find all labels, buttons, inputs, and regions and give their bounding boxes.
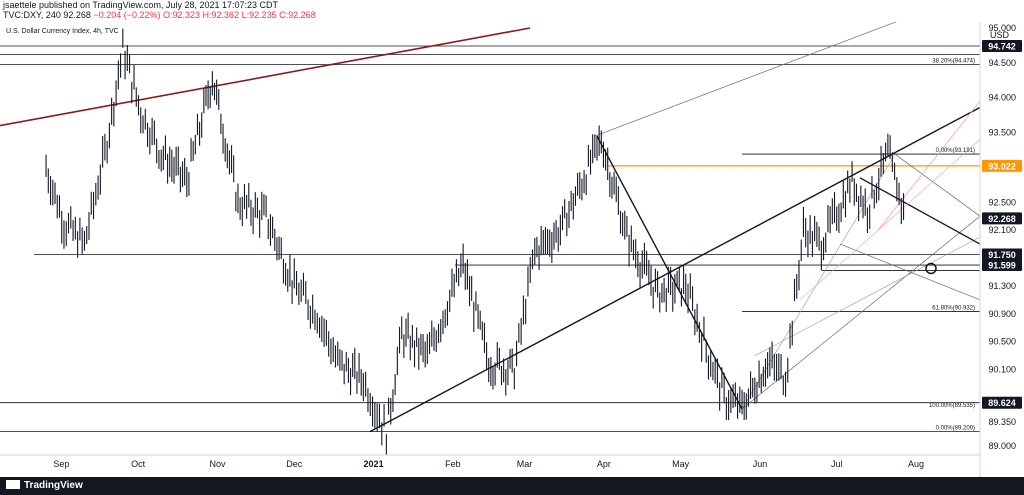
x-tick-label: Apr [597, 459, 611, 469]
price-tag-bg [982, 212, 1022, 225]
price-chart[interactable]: Sep Oct Nov Dec 2021 Feb Mar Apr May Jun Jul Aug 89… [0, 0, 1024, 477]
y-tick-label: 90.100 [988, 365, 1016, 375]
pink-trendline [877, 100, 981, 231]
fib-level-label: 61.80%(90.932) [932, 306, 975, 312]
price-tag-label: 91.599 [988, 261, 1016, 271]
price-tag-bg [982, 159, 1022, 172]
x-tick-label: Mar [517, 459, 533, 469]
chart-title: U.S. Dollar Currency Index, 4h, TVC [6, 28, 119, 35]
fib-labels: 38.20%(94.474) 0.00%(93.191) 61.80%(90.932… [929, 59, 975, 432]
fib-diagonal-line [894, 153, 981, 217]
price-tag-label: 94.742 [988, 41, 1016, 51]
x-tick-label: Jun [753, 459, 768, 469]
fib-level-label: 38.20%(94.474) [932, 59, 975, 65]
x-tick-label: Feb [445, 459, 461, 469]
pink-trendline-2 [799, 139, 981, 301]
price-tag-label: 93.022 [988, 161, 1016, 171]
y-tick-label: 93.500 [988, 128, 1016, 138]
footer-bar: TradingView [0, 477, 1024, 495]
symbol-line: TVC:DXY, 240 92.268 −0.204 (−0.22%) O:92… [3, 10, 316, 21]
pitchfork-lower-line [741, 215, 981, 410]
y-tick-label: 92.100 [988, 225, 1016, 235]
x-tick-label: Oct [131, 459, 146, 469]
x-tick-label: Aug [908, 459, 924, 469]
x-tick-label: Sep [53, 459, 69, 469]
price-tag: 94.742 [982, 39, 1022, 52]
price-series [45, 28, 905, 455]
price-tag-label: 92.268 [988, 214, 1016, 224]
author-line: jsaettele published on TradingView.com, … [3, 0, 279, 10]
y-tick-label: 89.350 [988, 417, 1016, 427]
price-tag: 89.624 [982, 396, 1022, 409]
ohlc-values: O:92.323 H:92.362 L:92.235 C:92.268 [163, 10, 316, 20]
symbol: TVC:DXY, 240 [3, 10, 61, 20]
price-tag-bg [982, 39, 1022, 52]
price-tag-bg [982, 248, 1022, 261]
x-axis: Sep Oct Nov Dec 2021 Feb Mar Apr May Jun Jul Aug [0, 454, 980, 469]
price-tag-bg [982, 259, 1022, 272]
price-tag-bg [982, 396, 1022, 409]
price-tag: 91.599 [982, 259, 1022, 272]
rising-trendline [369, 106, 981, 433]
fib-level-label: 0.00%(93.191) [936, 148, 975, 154]
x-tick-label: 2021 [364, 459, 384, 469]
y-tick-label: 91.300 [988, 281, 1016, 291]
falling-trendline [596, 135, 743, 410]
header: jsaettele published on TradingView.com, … [0, 0, 1024, 22]
y-tick-label: 90.500 [988, 337, 1016, 347]
price-tag: 91.750 [982, 248, 1022, 261]
price-tag-label: 89.624 [988, 398, 1016, 408]
lower-diagonal-line [839, 243, 981, 301]
y-tick-label: 95.000 [988, 23, 1016, 33]
drawing-layer [0, 0, 981, 433]
y-tick-label: 92.500 [988, 197, 1016, 207]
tv-logo-icon [6, 480, 20, 489]
price-tag: 93.022 [982, 159, 1022, 172]
currency-label: USD [990, 30, 1010, 40]
short-falling-trendline [859, 177, 981, 245]
x-tick-label: May [672, 459, 690, 469]
y-tick-label: 90.900 [988, 309, 1016, 319]
tradingview-logo[interactable]: TradingView [6, 480, 83, 491]
y-tick-label: 94.500 [988, 58, 1016, 68]
x-tick-label: Nov [209, 459, 226, 469]
price-tag: 92.268 [982, 212, 1022, 225]
x-tick-label: Jul [831, 459, 843, 469]
price-tag-label: 91.750 [988, 250, 1016, 260]
maroon-trendline [0, 27, 531, 127]
fib-level-label: 0.00%(89.209) [936, 426, 975, 432]
y-tick-label: 89.000 [988, 441, 1016, 451]
footer-brand: TradingView [24, 480, 83, 491]
target-circle-marker [925, 262, 937, 275]
y-tick-label: 94.000 [988, 93, 1016, 103]
price-change: −0.204 (−0.22%) [93, 10, 161, 20]
x-tick-label: Dec [286, 459, 303, 469]
fib-level-label: 100.00%(89.535) [929, 403, 975, 409]
last-price: 92.268 [63, 10, 91, 20]
